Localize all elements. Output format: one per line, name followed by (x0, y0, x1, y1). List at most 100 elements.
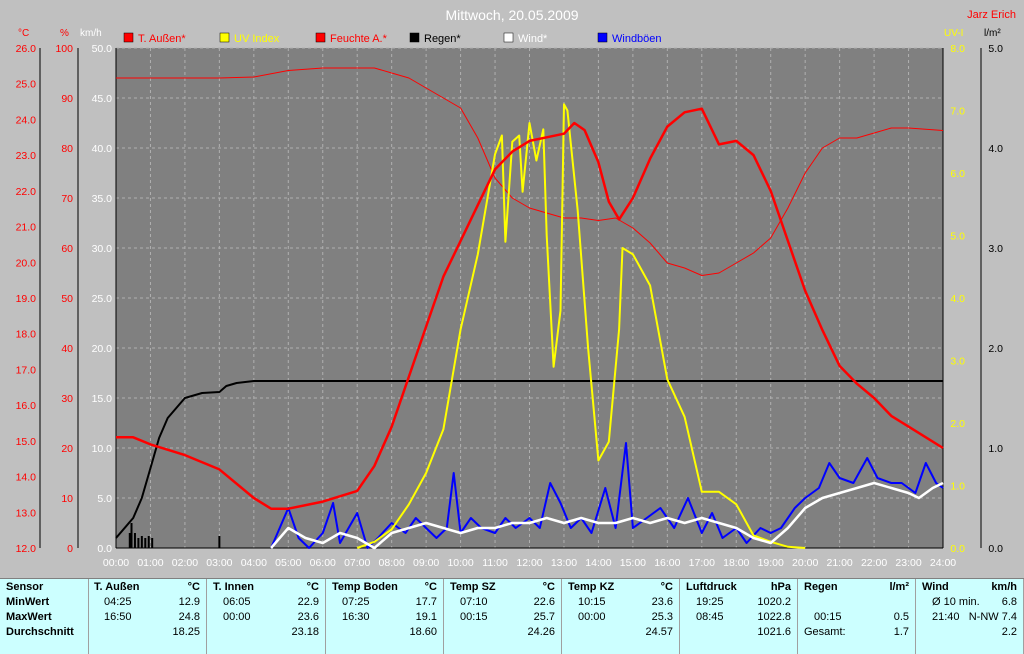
rain-tick-label: 1.0 (988, 443, 1003, 455)
min-time: 06:05 (223, 596, 251, 608)
wind-tick-label: 40.0 (92, 143, 113, 155)
column-unit: km/h (991, 581, 1017, 593)
temp-tick-label: 12.0 (16, 543, 37, 555)
x-tick-label: 17:00 (689, 557, 715, 569)
uv-tick-label: 6.0 (950, 168, 965, 180)
rain-tick-label: 3.0 (988, 243, 1003, 255)
x-tick-label: 18:00 (723, 557, 749, 569)
uv-tick-label: 3.0 (950, 356, 965, 368)
x-tick-label: 09:00 (413, 557, 439, 569)
temp-tick-label: 18.0 (16, 329, 37, 341)
table-row: 04:25 12.9 (88, 596, 206, 611)
wind-tick-label: 0.0 (97, 543, 112, 555)
min-value: 1020.2 (757, 596, 791, 608)
table-row: 16:50 24.8 (88, 611, 206, 626)
series-line (270, 442, 944, 549)
min-time: 04:25 (104, 596, 132, 608)
temp-tick-label: 25.0 (16, 79, 37, 91)
hum-tick-label: 100 (55, 43, 73, 55)
x-tick-label: 14:00 (585, 557, 611, 569)
hum-tick-label: 80 (61, 143, 73, 155)
avg-value: 23.18 (291, 626, 319, 638)
max-time: 00:15 (460, 611, 488, 623)
rain-tick-label: 2.0 (988, 343, 1003, 355)
table-row: Temp Boden °C (326, 581, 443, 596)
min-value: 17.7 (415, 596, 437, 608)
temp-tick-label: 20.0 (16, 257, 37, 269)
column-unit: °C (424, 581, 437, 593)
legend-label: Feuchte A.* (330, 33, 388, 45)
table-row: Temp KZ °C (562, 581, 679, 596)
row-label: Durchschnitt (6, 626, 74, 638)
table-column: T. Innen °C 06:05 22.9 00:00 23.6 23.18 (207, 579, 326, 654)
row-label: MinWert (6, 596, 50, 608)
series-line (116, 67, 944, 276)
temp-tick-label: 23.0 (16, 150, 37, 162)
series-line (116, 107, 944, 510)
table-row: 06:05 22.9 (207, 596, 325, 611)
x-tick-label: 02:00 (172, 557, 198, 569)
table-row: 19:25 1020.2 (680, 596, 797, 611)
column-unit: °C (306, 581, 319, 593)
x-tick-label: 12:00 (516, 557, 542, 569)
max-value: N-NW 7.4 (968, 611, 1017, 623)
rain-bar (130, 523, 133, 548)
temp-tick-label: 13.0 (16, 507, 37, 519)
legend-swatch (409, 32, 420, 43)
table-row: Gesamt: 1.7 (798, 626, 915, 641)
x-tick-label: 19:00 (758, 557, 784, 569)
table-column: Luftdruck hPa 19:25 1020.2 08:45 1022.8 1021.6 (680, 579, 798, 654)
table-row: T. Außen °C (88, 581, 206, 596)
axes: 12.0 13.0 14.0 15.0 16.0 17.0 18.0 19.0 20.0 21.0… (16, 43, 1004, 569)
column-unit: °C (660, 581, 673, 593)
uv-tick-label: 1.0 (950, 481, 965, 493)
wind-tick-label: 5.0 (97, 493, 112, 505)
table-column: Temp SZ °C 07:10 22.6 00:15 25.7 24.26 (444, 579, 562, 654)
temp-tick-label: 14.0 (16, 472, 37, 484)
table-row: Temp SZ °C (444, 581, 561, 596)
x-tick-label: 20:00 (792, 557, 818, 569)
x-tick-label: 15:00 (620, 557, 646, 569)
table-row: Wind km/h (916, 581, 1023, 596)
table-column: Wind km/h Ø 10 min. 6.8 21:40 N-NW 7.4 2.2 (916, 579, 1024, 654)
temp-tick-label: 16.0 (16, 400, 37, 412)
x-tick-label: 23:00 (895, 557, 921, 569)
table-row: 00:15 25.7 (444, 611, 561, 626)
column-title: Temp SZ (450, 581, 496, 593)
author-label: Jarz Erich (967, 9, 1016, 21)
temp-tick-label: 26.0 (16, 43, 37, 55)
table-row-labels: Sensor MinWert MaxWert Durchschnitt (0, 579, 89, 654)
series-line (270, 481, 944, 550)
legend-swatch (219, 32, 230, 43)
legend: T. Außen* UV Index Feuchte A.* Regen* Wind* W… (123, 32, 662, 45)
rain-bar (147, 536, 150, 548)
rain-tick-label: 4.0 (988, 143, 1003, 155)
series-lines (115, 67, 944, 550)
max-time: 16:30 (342, 611, 370, 623)
min-value: 22.9 (297, 596, 319, 608)
legend-swatch (123, 32, 134, 43)
table-column: Regen l/m² 00:15 0.5 Gesamt: 1.7 (798, 579, 916, 654)
uv-tick-label: 4.0 (950, 293, 965, 305)
series-line (115, 380, 943, 539)
x-tick-label: 06:00 (310, 557, 336, 569)
column-title: Temp KZ (568, 581, 615, 593)
table-row: 07:25 17.7 (326, 596, 443, 611)
max-value: 23.6 (297, 611, 319, 623)
table-column: T. Außen °C 04:25 12.9 16:50 24.8 18.25 (88, 579, 207, 654)
avg-value: 18.60 (409, 626, 437, 638)
wind-unit: km/h (80, 28, 102, 39)
legend-label: Windböen (612, 33, 662, 45)
column-title: Luftdruck (686, 581, 737, 593)
table-row (798, 596, 915, 611)
table-column: Temp KZ °C 10:15 23.6 00:00 25.3 24.57 (562, 579, 680, 654)
table-row: 08:45 1022.8 (680, 611, 797, 626)
hum-tick-label: 30 (61, 393, 73, 405)
min-value: 12.9 (178, 596, 200, 608)
table-row: 23.18 (207, 626, 325, 641)
x-tick-label: 00:00 (103, 557, 129, 569)
table-row: Ø 10 min. 6.8 (916, 596, 1023, 611)
avg-value: 24.26 (527, 626, 555, 638)
hum-tick-label: 60 (61, 243, 73, 255)
temp-tick-label: 24.0 (16, 114, 37, 126)
